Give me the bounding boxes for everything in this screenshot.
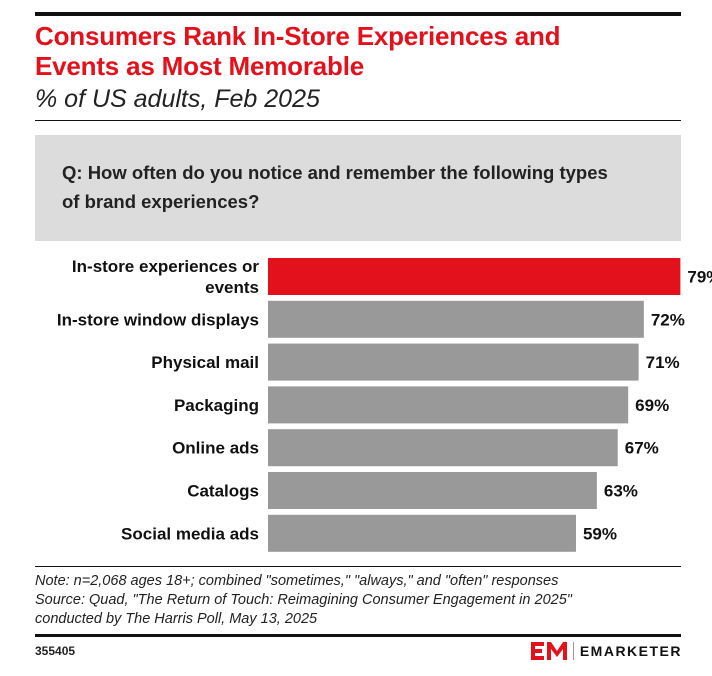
source-line-2: conducted by The Harris Poll, May 13, 20… <box>35 611 318 627</box>
source-line: Source: Quad, "The Return of Touch: Reim… <box>35 592 572 608</box>
category-label-2: Physical mail <box>151 353 259 372</box>
category-label-5: Catalogs <box>187 482 259 501</box>
top-rule <box>35 12 681 16</box>
bar-4 <box>268 429 618 467</box>
bar-chart: 79% In-store experiences or events 72% In-st… <box>57 257 712 552</box>
question-text: Q: How often do you notice and remember … <box>62 158 662 216</box>
value-label-1: 72% <box>651 310 685 329</box>
chart-title-line2: Events as Most Memorable <box>35 51 364 81</box>
category-label-1: In-store window displays <box>57 310 259 329</box>
bar-0 <box>268 258 681 295</box>
category-label-6: Social media ads <box>121 524 259 543</box>
category-label-4: Online ads <box>172 439 259 458</box>
value-label-2: 71% <box>646 353 680 372</box>
footer-rule <box>35 634 681 637</box>
subtitle-rule <box>35 120 681 121</box>
value-label-5: 63% <box>604 482 638 501</box>
question-box: Q: How often do you notice and remember … <box>35 135 681 241</box>
category-label-3: Packaging <box>174 396 259 415</box>
chart-title: Consumers Rank In-Store Experiences and … <box>35 21 681 81</box>
brand-name: EMARKETER <box>579 643 682 659</box>
question-line2: of brand experiences? <box>62 191 260 212</box>
value-label-4: 67% <box>625 439 659 458</box>
bar-2 <box>268 343 639 381</box>
emarketer-logo-icon <box>530 642 567 660</box>
value-label-3: 69% <box>635 396 669 415</box>
chart-id: 355405 <box>35 644 76 658</box>
value-label-6: 59% <box>583 524 617 543</box>
bar-3 <box>268 386 629 424</box>
chart-title-line1: Consumers Rank In-Store Experiences and <box>35 21 561 51</box>
category-label-0-0: In-store experiences or <box>72 257 259 276</box>
chart-subtitle: % of US adults, Feb 2025 <box>35 85 320 113</box>
bar-1 <box>268 300 644 338</box>
bar-6 <box>268 514 576 552</box>
value-label-0: 79% <box>687 268 712 287</box>
logo-separator <box>572 642 574 660</box>
notes-rule <box>35 566 681 567</box>
question-line1: Q: How often do you notice and remember … <box>62 162 608 183</box>
emarketer-logo: EMARKETER <box>530 640 682 662</box>
bar-5 <box>268 472 597 509</box>
chart-notes: Note: n=2,068 ages 18+; combined "someti… <box>35 572 681 629</box>
note-line: Note: n=2,068 ages 18+; combined "someti… <box>35 573 559 589</box>
category-label-0-1: events <box>205 278 259 297</box>
